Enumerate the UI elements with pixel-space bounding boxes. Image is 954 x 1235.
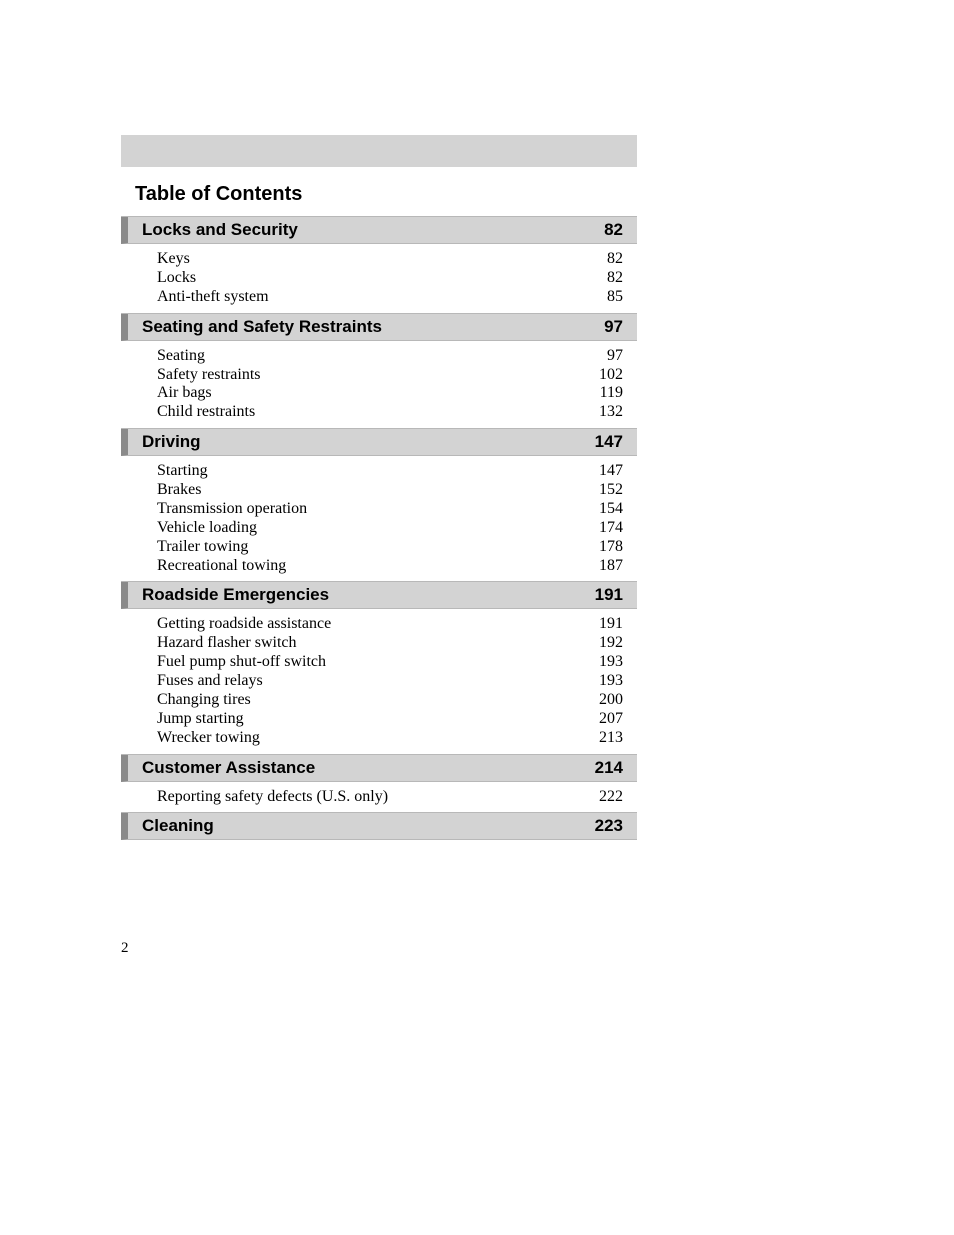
- toc-item: Brakes 152: [157, 481, 623, 500]
- item-label: Keys: [157, 250, 190, 269]
- item-label: Fuses and relays: [157, 672, 263, 691]
- section-head-roadside: Roadside Emergencies 191: [121, 582, 637, 609]
- toc-item: Trailer towing 178: [157, 538, 623, 557]
- item-page: 154: [599, 500, 623, 519]
- item-page: 178: [599, 538, 623, 557]
- item-label: Hazard flasher switch: [157, 634, 297, 653]
- section-head-locks-security: Locks and Security 82: [121, 217, 637, 244]
- item-page: 193: [599, 672, 623, 691]
- section-label: Locks and Security: [142, 220, 298, 240]
- item-label: Transmission operation: [157, 500, 307, 519]
- toc-item: Seating 97: [157, 347, 623, 366]
- toc-item: Child restraints 132: [157, 403, 623, 422]
- section-label: Seating and Safety Restraints: [142, 317, 382, 337]
- section-page: 82: [604, 220, 623, 240]
- toc-item: Reporting safety defects (U.S. only) 222: [157, 788, 623, 807]
- item-label: Air bags: [157, 384, 212, 403]
- item-label: Fuel pump shut-off switch: [157, 653, 326, 672]
- section-head-driving: Driving 147: [121, 429, 637, 456]
- section-items: Reporting safety defects (U.S. only) 222: [121, 782, 637, 814]
- toc-item: Safety restraints 102: [157, 366, 623, 385]
- item-label: Brakes: [157, 481, 201, 500]
- section-label: Customer Assistance: [142, 758, 315, 778]
- item-label: Seating: [157, 347, 205, 366]
- item-page: 119: [600, 384, 623, 403]
- item-page: 132: [599, 403, 623, 422]
- section-items: Getting roadside assistance 191 Hazard fl…: [121, 609, 637, 754]
- toc-item: Changing tires 200: [157, 691, 623, 710]
- item-page: 102: [599, 366, 623, 385]
- toc-item: Anti-theft system 85: [157, 288, 623, 307]
- item-label: Safety restraints: [157, 366, 261, 385]
- item-page: 82: [607, 250, 623, 269]
- toc-item: Hazard flasher switch 192: [157, 634, 623, 653]
- item-page: 193: [599, 653, 623, 672]
- section-head-seating-safety: Seating and Safety Restraints 97: [121, 314, 637, 341]
- item-page: 192: [599, 634, 623, 653]
- item-page: 200: [599, 691, 623, 710]
- toc-item: Transmission operation 154: [157, 500, 623, 519]
- toc-item: Vehicle loading 174: [157, 519, 623, 538]
- toc-item: Jump starting 207: [157, 710, 623, 729]
- toc-title: Table of Contents: [135, 183, 302, 206]
- item-label: Locks: [157, 269, 196, 288]
- item-label: Changing tires: [157, 691, 251, 710]
- section-page: 214: [595, 758, 623, 778]
- toc-item: Starting 147: [157, 462, 623, 481]
- item-page: 191: [599, 615, 623, 634]
- item-label: Recreational towing: [157, 557, 286, 576]
- item-page: 213: [599, 729, 623, 748]
- item-label: Jump starting: [157, 710, 244, 729]
- item-label: Trailer towing: [157, 538, 248, 557]
- toc-item: Fuses and relays 193: [157, 672, 623, 691]
- section-items: Starting 147 Brakes 152 Transmission opera…: [121, 456, 637, 582]
- section-label: Cleaning: [142, 816, 214, 836]
- toc-item: Fuel pump shut-off switch 193: [157, 653, 623, 672]
- section-head-cleaning: Cleaning 223: [121, 813, 637, 840]
- item-label: Wrecker towing: [157, 729, 260, 748]
- section-label: Driving: [142, 432, 201, 452]
- item-label: Reporting safety defects (U.S. only): [157, 788, 388, 807]
- section-page: 147: [595, 432, 623, 452]
- header-block: [121, 135, 637, 167]
- item-label: Child restraints: [157, 403, 255, 422]
- item-page: 147: [599, 462, 623, 481]
- section-head-customer-assistance: Customer Assistance 214: [121, 755, 637, 782]
- page-number: 2: [121, 940, 129, 957]
- page: Table of Contents Locks and Security 82 …: [0, 0, 954, 1235]
- item-label: Anti-theft system: [157, 288, 269, 307]
- section-page: 223: [595, 816, 623, 836]
- toc-content: Table of Contents Locks and Security 82 …: [121, 176, 637, 840]
- item-page: 174: [599, 519, 623, 538]
- item-page: 207: [599, 710, 623, 729]
- section-page: 97: [604, 317, 623, 337]
- item-label: Starting: [157, 462, 208, 481]
- section-page: 191: [595, 585, 623, 605]
- toc-title-row: Table of Contents: [121, 176, 637, 217]
- section-label: Roadside Emergencies: [142, 585, 329, 605]
- item-page: 222: [599, 788, 623, 807]
- section-items: Seating 97 Safety restraints 102 Air bags 1…: [121, 341, 637, 430]
- item-page: 152: [599, 481, 623, 500]
- section-items: Keys 82 Locks 82 Anti-theft system 85: [121, 244, 637, 314]
- item-page: 97: [607, 347, 623, 366]
- toc-item: Keys 82: [157, 250, 623, 269]
- toc-item: Air bags 119: [157, 384, 623, 403]
- item-page: 187: [599, 557, 623, 576]
- toc-item: Locks 82: [157, 269, 623, 288]
- item-label: Getting roadside assistance: [157, 615, 331, 634]
- toc-item: Getting roadside assistance 191: [157, 615, 623, 634]
- item-page: 82: [607, 269, 623, 288]
- item-page: 85: [607, 288, 623, 307]
- toc-item: Wrecker towing 213: [157, 729, 623, 748]
- toc-item: Recreational towing 187: [157, 557, 623, 576]
- item-label: Vehicle loading: [157, 519, 257, 538]
